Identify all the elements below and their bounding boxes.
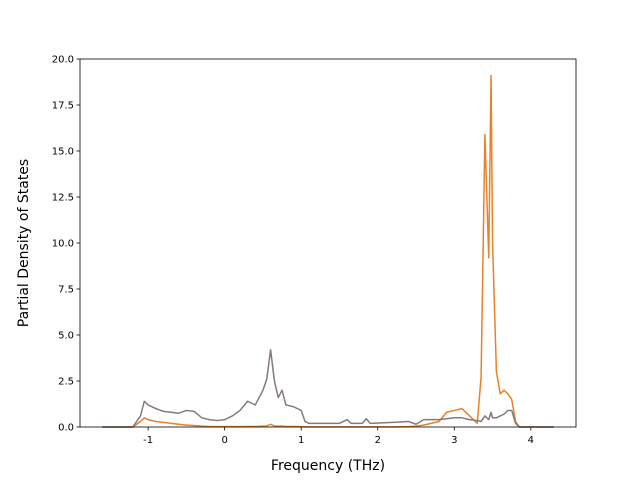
y-tick-label: 10.0 — [52, 239, 74, 250]
x-tick-label: -1 — [143, 435, 153, 446]
y-tick-label: 5.0 — [58, 331, 74, 342]
x-tick-label: 2 — [375, 435, 381, 446]
y-tick-label: 12.5 — [52, 193, 74, 204]
y-tick-label: 17.5 — [52, 101, 74, 112]
x-tick-label: 0 — [221, 435, 227, 446]
y-axis-label: Partial Density of States — [16, 159, 32, 327]
line-series — [102, 348, 554, 428]
y-tick-label: 7.5 — [58, 285, 74, 296]
plot-frame — [79, 58, 577, 428]
x-tick-label: 3 — [451, 435, 457, 446]
y-tick-label: 0.0 — [58, 423, 74, 434]
x-tick-label: 1 — [298, 435, 304, 446]
x-tick-label: 4 — [528, 435, 534, 446]
y-tick-label: 20.0 — [52, 55, 74, 66]
y-tick-label: 2.5 — [58, 377, 74, 388]
y-tick-label: 15.0 — [52, 147, 74, 158]
x-axis-label: Frequency (THz) — [271, 458, 385, 474]
line-series — [102, 74, 554, 428]
